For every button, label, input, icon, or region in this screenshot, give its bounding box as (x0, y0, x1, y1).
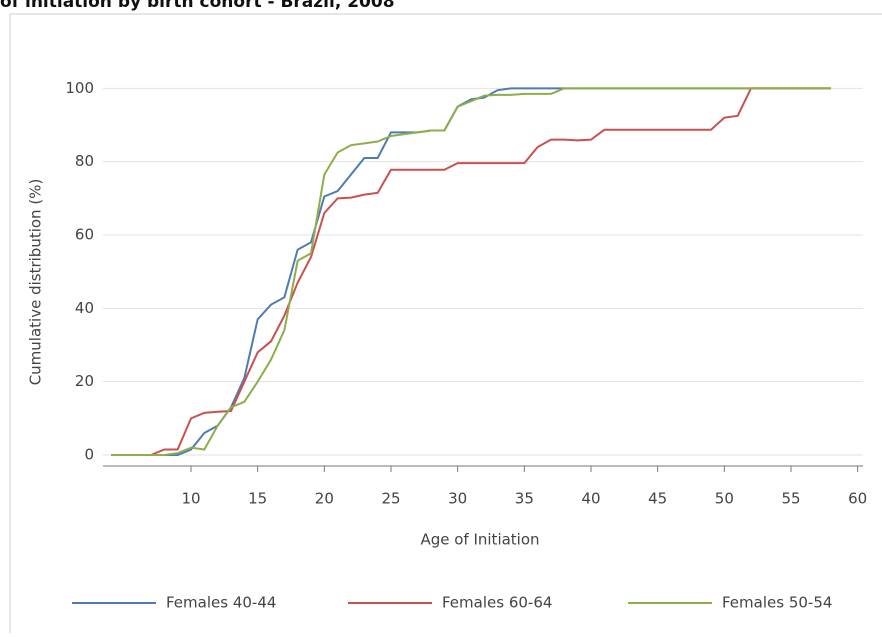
legend-label: Females 60-64 (442, 594, 552, 612)
legend-label: Females 40-44 (166, 594, 276, 612)
x-tick-label: 30 (448, 490, 467, 508)
y-tick-label: 0 (84, 446, 94, 464)
x-tick-label: 60 (848, 490, 867, 508)
x-tick-label: 25 (381, 490, 400, 508)
x-tick-label: 20 (315, 490, 334, 508)
x-tick-label: 35 (515, 490, 534, 508)
y-axis-label: Cumulative distribution (%) (27, 179, 45, 386)
x-tick-label: 45 (648, 490, 667, 508)
series-line (111, 87, 831, 456)
chart-frame (9, 13, 882, 637)
y-tick-label: 20 (75, 372, 94, 390)
x-tick-label: 15 (248, 490, 267, 508)
y-tick-label: 80 (75, 152, 94, 170)
x-tick-label: 40 (581, 490, 600, 508)
x-tick-label: 50 (715, 490, 734, 508)
y-tick-label: 100 (65, 79, 94, 97)
y-tick-label: 60 (75, 226, 94, 244)
x-tick-label: 55 (781, 490, 800, 508)
series-line (111, 87, 831, 456)
y-tick-label: 40 (75, 299, 94, 317)
chart-title: of initiation by birth cohort - Brazil, … (0, 0, 395, 12)
x-tick-label: 10 (181, 490, 200, 508)
legend-label: Females 50-54 (722, 594, 832, 612)
x-axis-label: Age of Initiation (420, 531, 539, 549)
